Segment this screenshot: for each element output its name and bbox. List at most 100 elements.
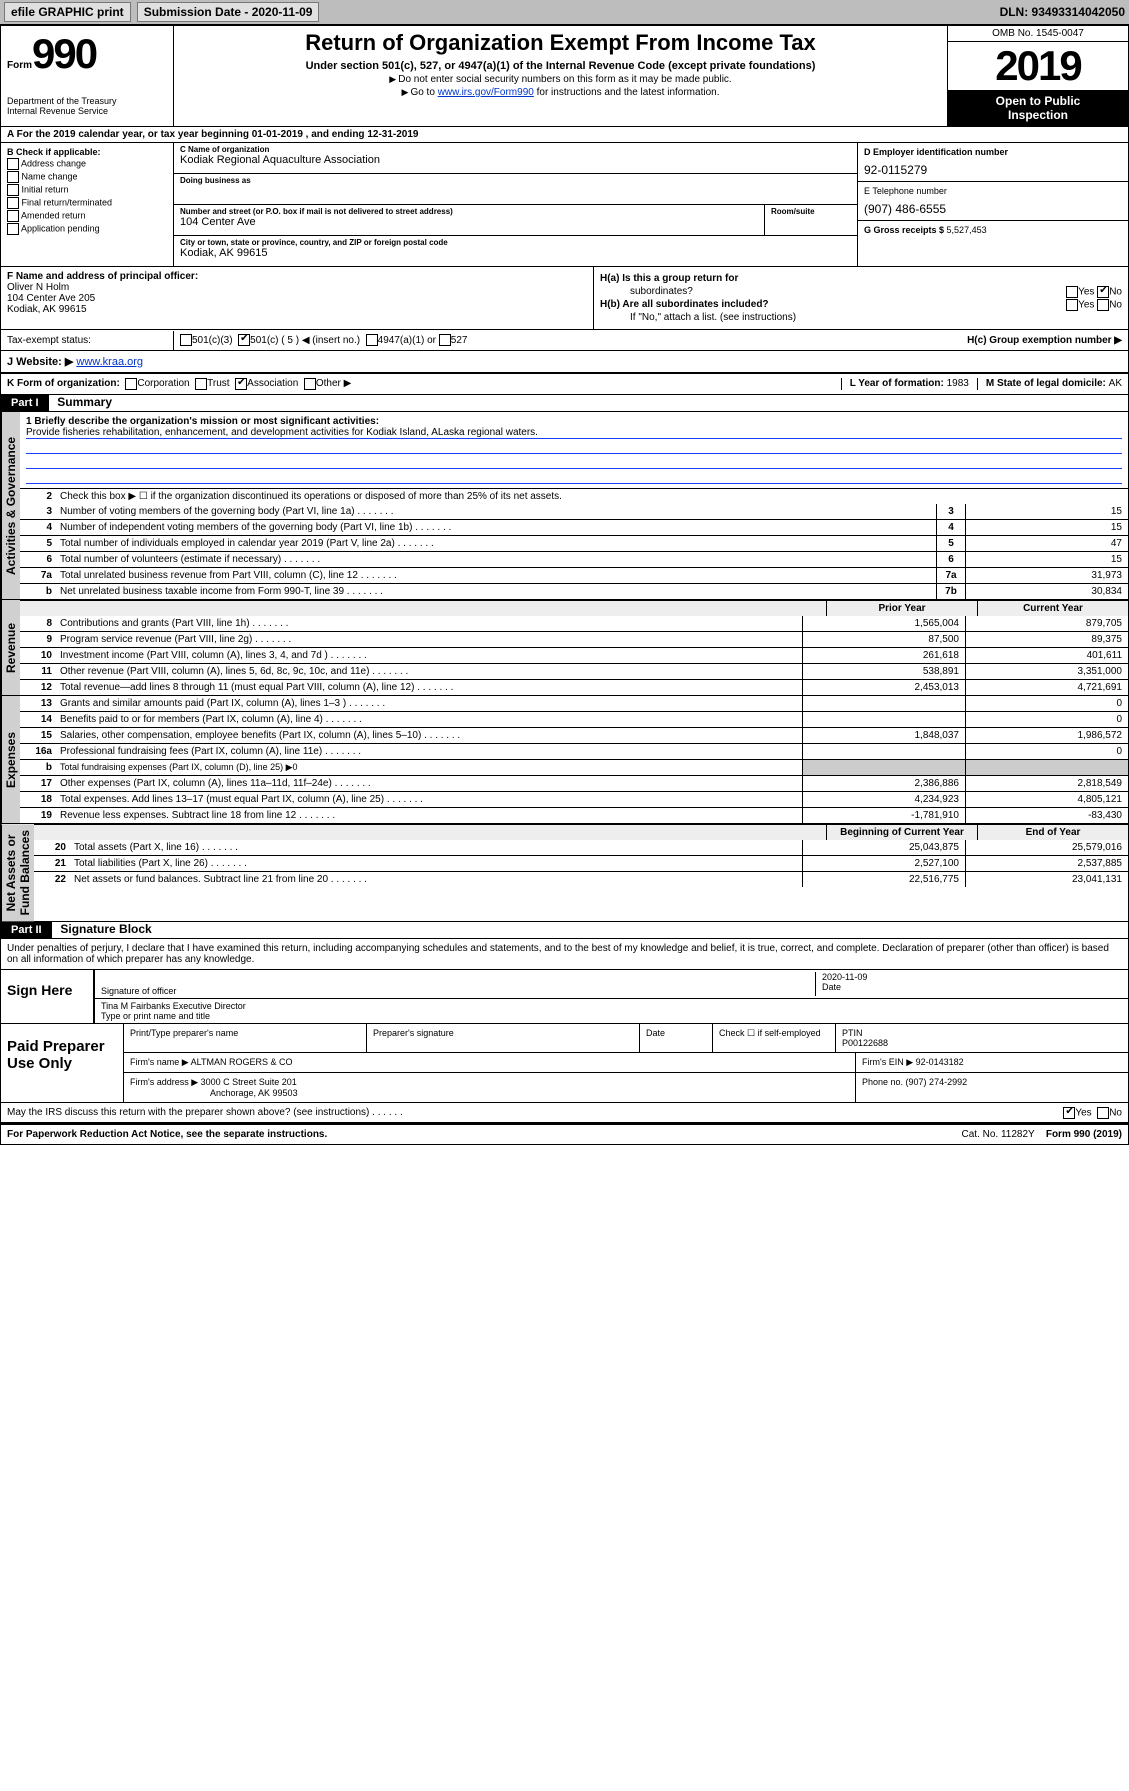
prior-year-value: 87,500 bbox=[802, 632, 965, 647]
line-value: 15 bbox=[965, 504, 1128, 519]
form-label: Form bbox=[7, 60, 32, 71]
current-year-value: 23,041,131 bbox=[965, 872, 1128, 887]
current-year-value: 2,818,549 bbox=[965, 776, 1128, 791]
current-year-value: 401,611 bbox=[965, 648, 1128, 663]
prior-year-value: 2,386,886 bbox=[802, 776, 965, 791]
sign-here-block: Sign Here Signature of officer2020-11-09… bbox=[1, 970, 1128, 1024]
mission-block: 1 Briefly describe the organization's mi… bbox=[20, 412, 1128, 488]
line-text: Total liabilities (Part X, line 26) bbox=[70, 856, 802, 871]
perjury-declaration: Under penalties of perjury, I declare th… bbox=[1, 939, 1128, 970]
prior-year-value bbox=[802, 712, 965, 727]
line-text: Number of independent voting members of … bbox=[56, 520, 936, 535]
current-year-value: 4,805,121 bbox=[965, 792, 1128, 807]
efile-print-button[interactable]: efile GRAPHIC print bbox=[4, 2, 131, 22]
paid-preparer-block: Paid Preparer Use Only Print/Type prepar… bbox=[1, 1024, 1128, 1103]
website-row: J Website: ▶ www.kraa.org bbox=[1, 351, 1128, 374]
tax-year: 2019 bbox=[948, 42, 1128, 90]
ssn-warning: Do not enter social security numbers on … bbox=[180, 74, 941, 85]
form-header: Form990 Department of the Treasury Inter… bbox=[1, 26, 1128, 127]
current-year-value: 89,375 bbox=[965, 632, 1128, 647]
current-year-value: 0 bbox=[965, 744, 1128, 759]
line-text: Total revenue—add lines 8 through 11 (mu… bbox=[56, 680, 802, 695]
telephone: (907) 486-6555 bbox=[864, 202, 1122, 216]
dept-treasury: Department of the Treasury Internal Reve… bbox=[7, 96, 167, 116]
line-value: 30,834 bbox=[965, 584, 1128, 599]
irs-link[interactable]: www.irs.gov/Form990 bbox=[438, 87, 534, 98]
col-c-org-info: C Name of organizationKodiak Regional Aq… bbox=[174, 143, 857, 266]
part-i-header: Part I bbox=[1, 395, 49, 411]
current-year-value: 3,351,000 bbox=[965, 664, 1128, 679]
footer: For Paperwork Reduction Act Notice, see … bbox=[1, 1124, 1128, 1144]
vtab-expenses: Expenses bbox=[1, 696, 20, 823]
ein: 92-0115279 bbox=[864, 163, 1122, 177]
prior-year-value: 1,848,037 bbox=[802, 728, 965, 743]
line-text: Total unrelated business revenue from Pa… bbox=[56, 568, 936, 583]
gross-receipts: 5,527,453 bbox=[947, 225, 987, 235]
col-b-checkboxes: B Check if applicable: Address change Na… bbox=[1, 143, 174, 266]
prior-year-value: 261,618 bbox=[802, 648, 965, 663]
line-text: Net unrelated business taxable income fr… bbox=[56, 584, 936, 599]
line-text: Total expenses. Add lines 13–17 (must eq… bbox=[56, 792, 802, 807]
line-text: Other revenue (Part VIII, column (A), li… bbox=[56, 664, 802, 679]
line-text: Grants and similar amounts paid (Part IX… bbox=[56, 696, 802, 711]
discuss-row: May the IRS discuss this return with the… bbox=[1, 1103, 1128, 1124]
current-year-value: 4,721,691 bbox=[965, 680, 1128, 695]
officer-name: Tina M Fairbanks Executive Director bbox=[101, 1001, 1122, 1011]
line-text: Investment income (Part VIII, column (A)… bbox=[56, 648, 802, 663]
prior-year-value: -1,781,910 bbox=[802, 808, 965, 823]
line-value: 31,973 bbox=[965, 568, 1128, 583]
row-a-tax-period: A For the 2019 calendar year, or tax yea… bbox=[1, 127, 1128, 143]
tax-exempt-status: Tax-exempt status: 501(c)(3) 501(c) ( 5 … bbox=[1, 330, 1128, 351]
line-text: Total number of volunteers (estimate if … bbox=[56, 552, 936, 567]
prior-year-value: 22,516,775 bbox=[802, 872, 965, 887]
part-ii-header: Part II bbox=[1, 922, 52, 938]
line-text: Salaries, other compensation, employee b… bbox=[56, 728, 802, 743]
vtab-governance: Activities & Governance bbox=[1, 412, 20, 599]
current-year-value: 0 bbox=[965, 712, 1128, 727]
line-text: Benefits paid to or for members (Part IX… bbox=[56, 712, 802, 727]
current-year-value: 0 bbox=[965, 696, 1128, 711]
line-value: 47 bbox=[965, 536, 1128, 551]
current-year-value: 879,705 bbox=[965, 616, 1128, 631]
current-year-value: 25,579,016 bbox=[965, 840, 1128, 855]
sec-f-officer: F Name and address of principal officer:… bbox=[1, 267, 594, 329]
current-year-value: -83,430 bbox=[965, 808, 1128, 823]
line-text: Net assets or fund balances. Subtract li… bbox=[70, 872, 802, 887]
line-text: Other expenses (Part IX, column (A), lin… bbox=[56, 776, 802, 791]
prior-year-value bbox=[802, 696, 965, 711]
firm-name: ALTMAN ROGERS & CO bbox=[191, 1057, 293, 1067]
prior-year-value: 2,453,013 bbox=[802, 680, 965, 695]
form-number: 990 bbox=[32, 30, 96, 77]
ptin: P00122688 bbox=[842, 1038, 888, 1048]
org-name: Kodiak Regional Aquaculture Association bbox=[180, 154, 851, 166]
top-toolbar: efile GRAPHIC print Submission Date - 20… bbox=[0, 0, 1129, 25]
form-subtitle: Under section 501(c), 527, or 4947(a)(1)… bbox=[180, 60, 941, 72]
submission-date: Submission Date - 2020-11-09 bbox=[137, 2, 320, 22]
line-value: 15 bbox=[965, 552, 1128, 567]
omb-number: OMB No. 1545-0047 bbox=[948, 26, 1128, 42]
line-text: Professional fundraising fees (Part IX, … bbox=[56, 744, 802, 759]
prior-year-value: 4,234,923 bbox=[802, 792, 965, 807]
line-text: Contributions and grants (Part VIII, lin… bbox=[56, 616, 802, 631]
prior-year-value: 2,527,100 bbox=[802, 856, 965, 871]
open-to-public: Open to PublicInspection bbox=[948, 90, 1128, 126]
line-text: Total number of individuals employed in … bbox=[56, 536, 936, 551]
current-year-value: 1,986,572 bbox=[965, 728, 1128, 743]
line-text: Number of voting members of the governin… bbox=[56, 504, 936, 519]
line-text: Program service revenue (Part VIII, line… bbox=[56, 632, 802, 647]
line-value: 15 bbox=[965, 520, 1128, 535]
sec-h: H(a) Is this a group return for subordin… bbox=[594, 267, 1128, 329]
k-l-m-row: K Form of organization: Corporation Trus… bbox=[1, 374, 1128, 395]
prior-year-value: 538,891 bbox=[802, 664, 965, 679]
vtab-revenue: Revenue bbox=[1, 600, 20, 695]
current-year-value: 2,537,885 bbox=[965, 856, 1128, 871]
prior-year-value bbox=[802, 744, 965, 759]
website-link[interactable]: www.kraa.org bbox=[76, 356, 143, 368]
form-title: Return of Organization Exempt From Incom… bbox=[180, 30, 941, 56]
city-state-zip: Kodiak, AK 99615 bbox=[180, 247, 851, 259]
line-text: Revenue less expenses. Subtract line 18 … bbox=[56, 808, 802, 823]
line-text: Total assets (Part X, line 16) bbox=[70, 840, 802, 855]
vtab-net-assets: Net Assets or Fund Balances bbox=[1, 824, 34, 921]
prior-year-value: 1,565,004 bbox=[802, 616, 965, 631]
dln: DLN: 93493314042050 bbox=[1000, 5, 1125, 19]
